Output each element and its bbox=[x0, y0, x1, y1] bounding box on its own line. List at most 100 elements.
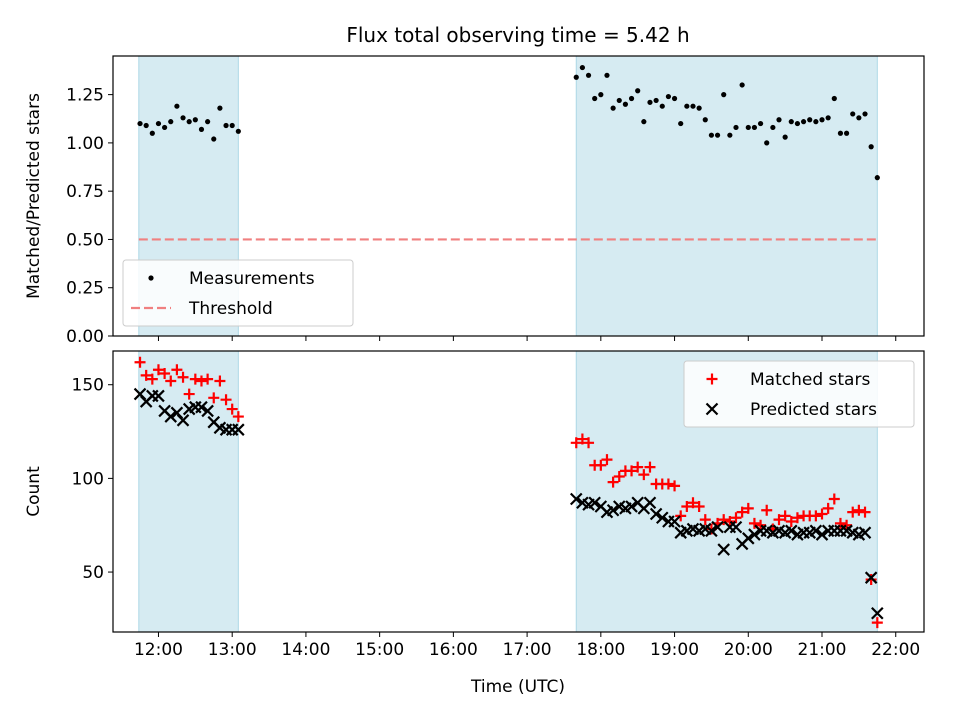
measurement-point bbox=[807, 117, 813, 123]
predicted-star-marker bbox=[649, 507, 663, 521]
measurement-point bbox=[192, 117, 198, 123]
measurement-point bbox=[862, 111, 868, 117]
predicted-star-marker bbox=[176, 414, 190, 427]
matched-star-marker bbox=[159, 367, 171, 379]
matched-star-marker bbox=[736, 506, 748, 518]
predicted-star-marker bbox=[742, 532, 755, 545]
measurement-point bbox=[825, 115, 831, 121]
y-tick-label: 0.50 bbox=[66, 230, 104, 250]
matched-star-marker bbox=[613, 471, 625, 483]
matched-star-marker bbox=[607, 476, 619, 488]
measurement-point bbox=[721, 92, 727, 98]
measurement-point bbox=[819, 117, 825, 123]
matched-star-marker bbox=[662, 478, 674, 490]
predicted-star-marker bbox=[606, 503, 620, 517]
legend-label: Threshold bbox=[188, 299, 273, 319]
measurement-point bbox=[831, 95, 837, 102]
predicted-star-marker bbox=[588, 496, 601, 510]
predicted-star-marker bbox=[717, 543, 730, 556]
matched-star-marker bbox=[140, 369, 152, 381]
x-tick-label: 18:00 bbox=[576, 640, 625, 660]
measurement-point bbox=[174, 103, 180, 109]
matched-star-marker bbox=[208, 392, 220, 404]
measurement-point bbox=[794, 120, 801, 127]
measurement-point bbox=[223, 122, 229, 129]
matched-star-marker bbox=[214, 375, 226, 387]
measurement-point bbox=[168, 119, 174, 125]
measurement-point bbox=[143, 122, 149, 129]
measurement-point bbox=[229, 122, 235, 129]
matched-star-marker bbox=[171, 364, 183, 376]
matched-star-marker bbox=[632, 461, 644, 473]
y-tick-label: 0.75 bbox=[66, 182, 104, 202]
chart-title: Flux total observing time = 5.42 h bbox=[346, 23, 689, 47]
legend-label: Measurements bbox=[189, 269, 315, 289]
y-tick-label: 1.25 bbox=[66, 86, 104, 106]
predicted-star-marker bbox=[643, 496, 657, 510]
predicted-star-marker bbox=[668, 515, 681, 528]
measurement-point bbox=[155, 120, 162, 127]
x-tick-label: 13:00 bbox=[208, 640, 257, 660]
predicted-star-marker bbox=[748, 528, 761, 541]
measurement-point bbox=[788, 119, 794, 125]
measurement-point bbox=[850, 111, 856, 117]
legend-box bbox=[122, 259, 354, 327]
predicted-star-marker bbox=[858, 526, 872, 539]
measurement-point bbox=[813, 119, 819, 125]
measurement-point bbox=[727, 132, 733, 138]
y-axis-label-count: Count bbox=[24, 466, 44, 517]
matched-star-marker bbox=[828, 493, 840, 505]
matched-star-marker bbox=[134, 356, 146, 368]
measurement-point bbox=[696, 105, 702, 111]
legend-cross-icon bbox=[705, 402, 719, 416]
x-tick-label: 14:00 bbox=[281, 640, 330, 660]
measurement-point bbox=[573, 74, 579, 80]
measurement-point bbox=[708, 132, 715, 138]
matched-star-marker bbox=[699, 514, 711, 526]
matched-star-marker bbox=[189, 373, 201, 385]
matched-star-marker bbox=[779, 510, 791, 522]
matched-star-marker bbox=[773, 514, 785, 526]
measurement-point bbox=[641, 119, 647, 125]
measurement-point bbox=[198, 126, 205, 132]
matched-star-marker bbox=[748, 517, 760, 529]
x-tick-label: 19:00 bbox=[650, 640, 699, 660]
measurement-point bbox=[843, 130, 850, 136]
y-tick-label: 0.25 bbox=[66, 279, 104, 299]
predicted-star-marker bbox=[815, 528, 829, 541]
matched-star-marker bbox=[742, 502, 754, 514]
matched-star-marker bbox=[865, 574, 877, 586]
measurement-point bbox=[628, 95, 635, 102]
matched-star-marker bbox=[871, 617, 883, 629]
predicted-star-marker bbox=[152, 389, 165, 403]
measurement-point bbox=[585, 72, 592, 78]
measurement-point bbox=[647, 99, 653, 105]
matched-star-marker bbox=[226, 403, 238, 415]
predicted-star-marker bbox=[729, 520, 743, 534]
matched-star-marker bbox=[859, 506, 871, 518]
measurement-point bbox=[714, 132, 721, 138]
measurement-point bbox=[180, 115, 186, 121]
predicted-star-marker bbox=[809, 524, 823, 538]
matched-star-marker bbox=[220, 394, 232, 406]
measurement-point bbox=[205, 119, 211, 125]
matched-star-marker bbox=[693, 500, 705, 512]
measurement-point bbox=[733, 124, 739, 131]
matched-star-marker bbox=[626, 465, 638, 477]
measurement-point bbox=[764, 140, 770, 146]
matched-star-marker bbox=[791, 512, 803, 524]
axes-frame bbox=[112, 55, 925, 337]
measurement-point bbox=[622, 101, 629, 107]
measurement-point bbox=[800, 119, 807, 125]
legend-dot-icon bbox=[148, 275, 154, 281]
measurement-point bbox=[616, 97, 622, 104]
matched-star-marker bbox=[644, 461, 656, 473]
y-tick-label: 150 bbox=[72, 376, 104, 396]
x-tick-label: 22:00 bbox=[871, 640, 920, 660]
predicted-star-marker bbox=[569, 492, 583, 506]
measurement-point bbox=[635, 88, 641, 94]
legend-box bbox=[683, 360, 915, 428]
measurement-point bbox=[856, 115, 862, 121]
y-tick-label: 100 bbox=[72, 469, 104, 489]
